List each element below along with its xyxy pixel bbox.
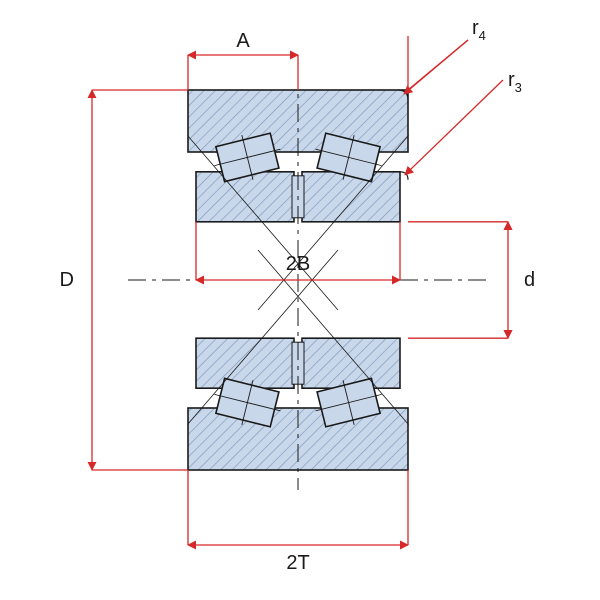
dim-label-d: d	[524, 269, 535, 291]
dim-label-A: A	[236, 30, 250, 52]
dim-label-twoT: 2T	[286, 552, 309, 574]
dim-label-r4r4_sub: r4	[472, 17, 486, 43]
bearing-diagram: Ar4 r3 Dd 2B 2T	[0, 0, 600, 600]
dim-label-D: D	[60, 269, 74, 291]
dim-label-r3r3_sub: r3	[508, 69, 522, 95]
dim-label-twoB: 2B	[286, 253, 310, 275]
